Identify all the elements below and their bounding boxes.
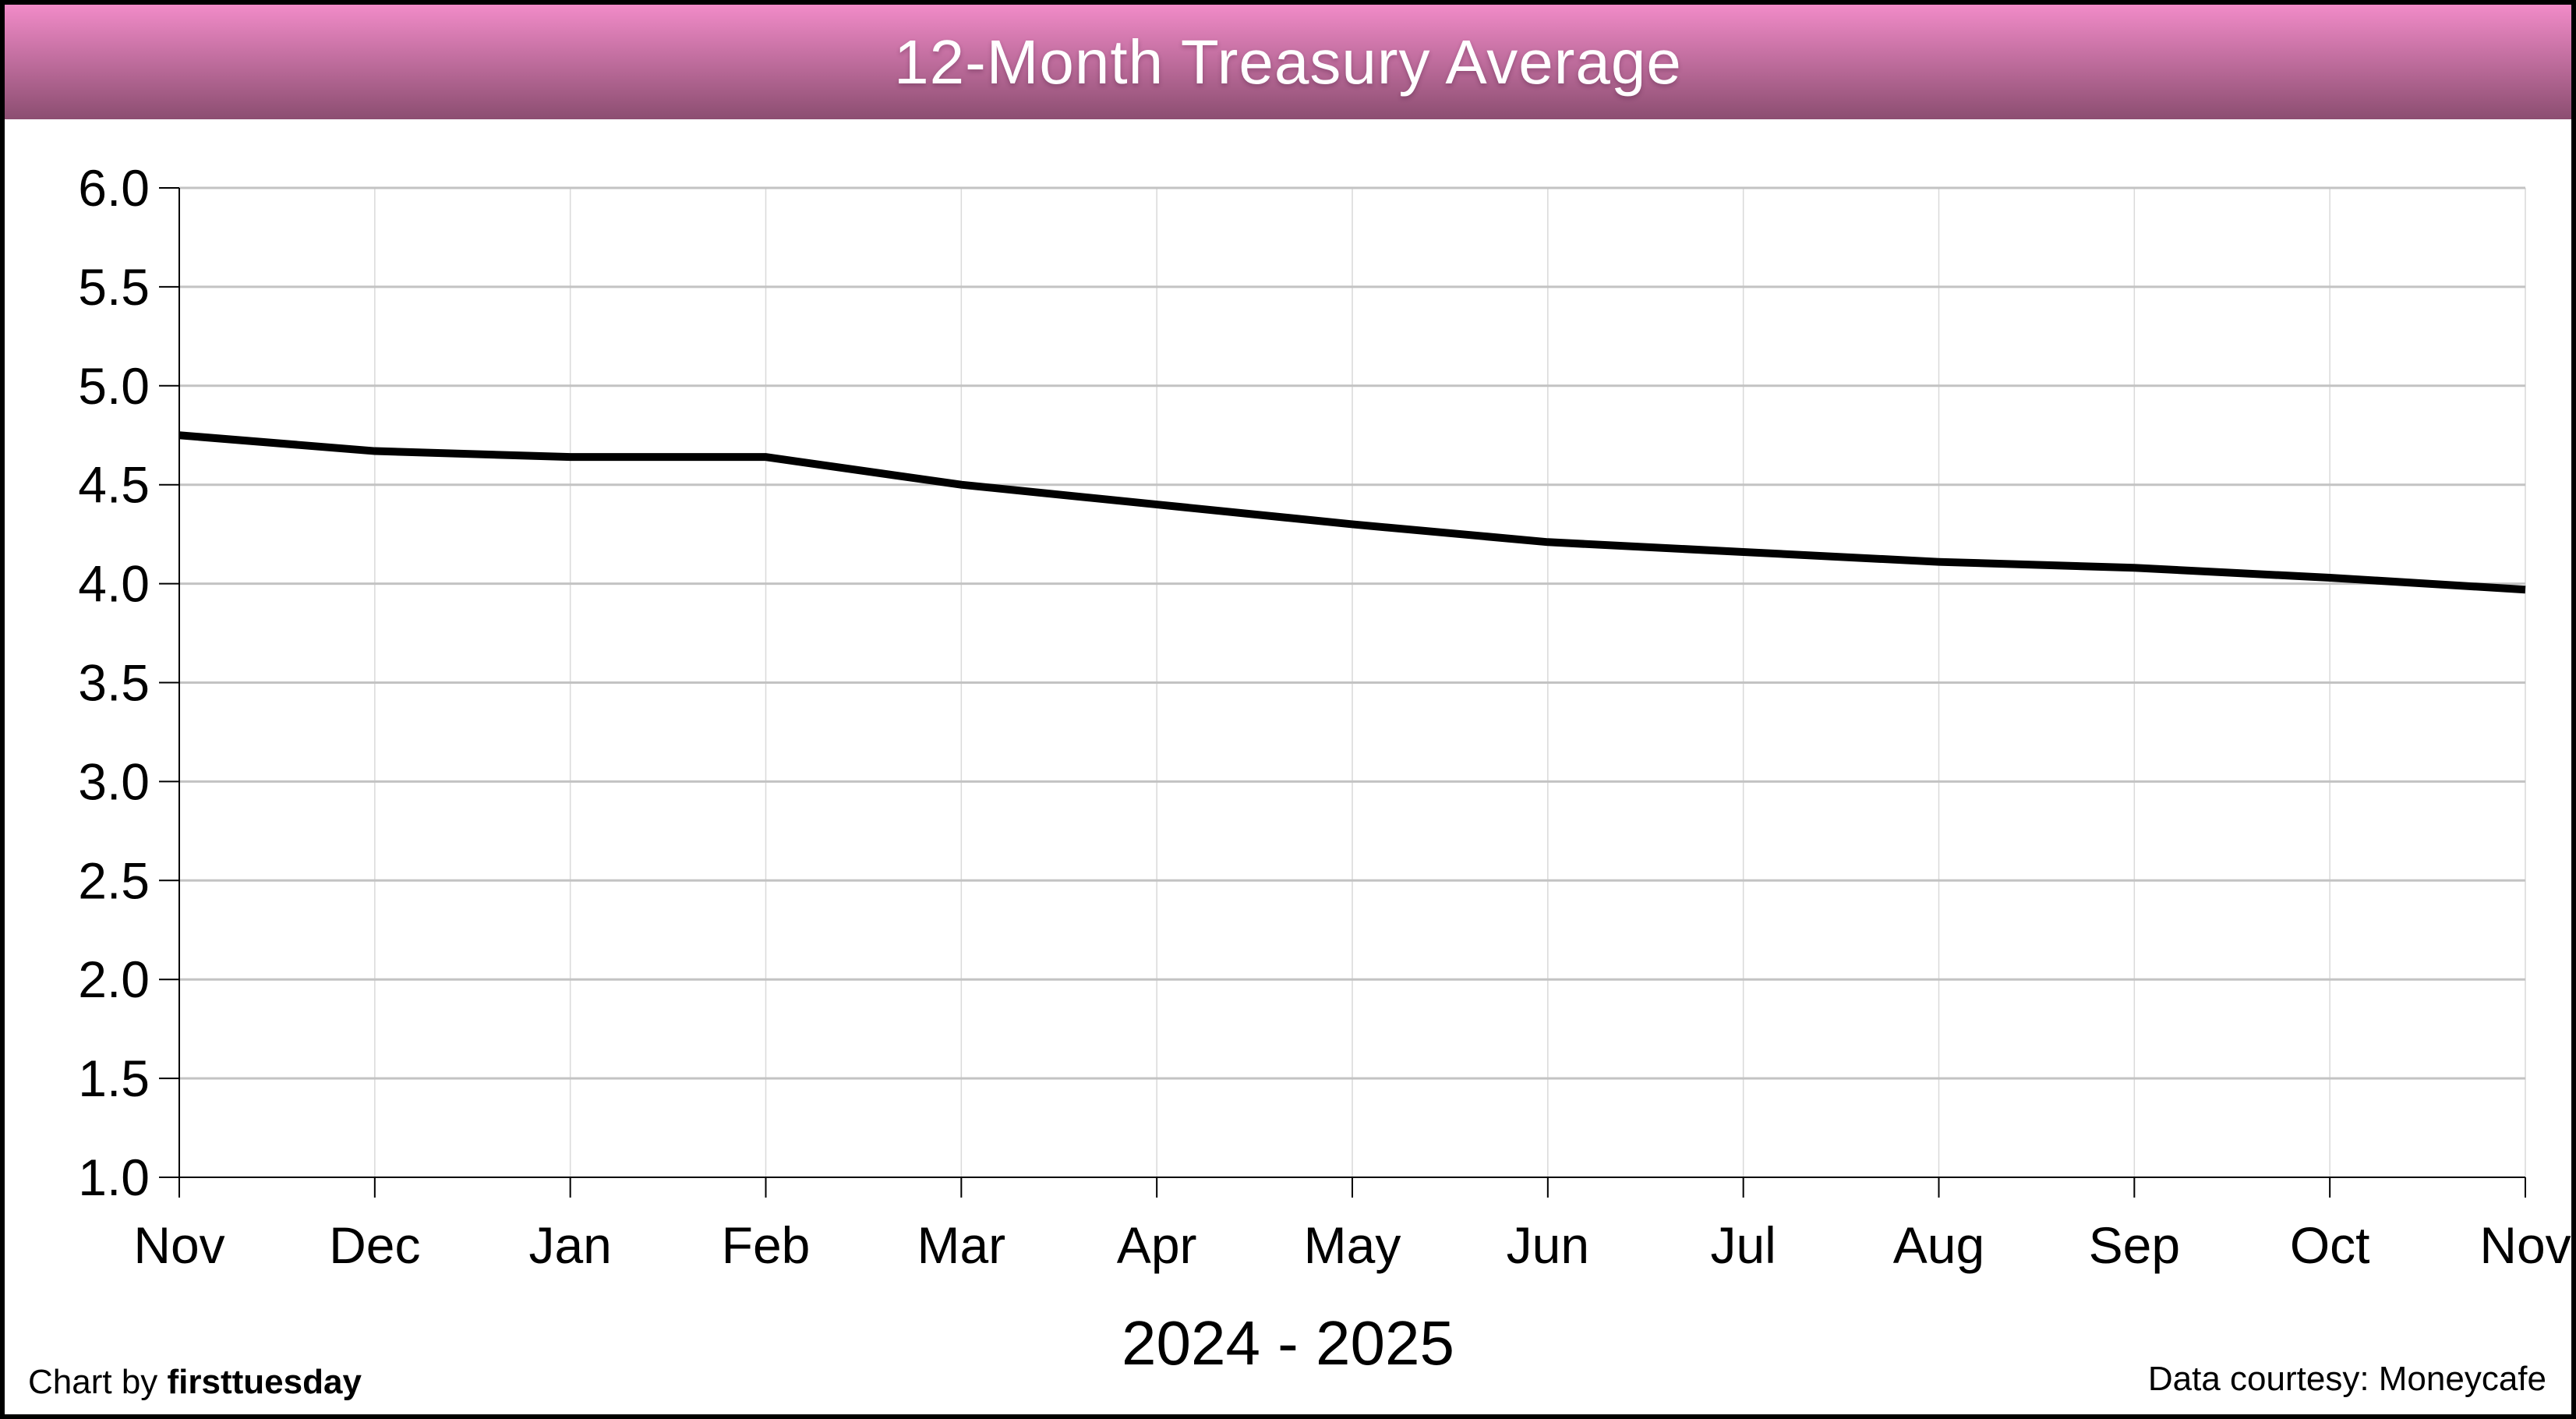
- credit-brand: firsttuesday: [167, 1363, 362, 1401]
- x-tick-label: Jul: [1710, 1216, 1776, 1274]
- x-tick-label: Mar: [917, 1216, 1005, 1274]
- y-tick-label: 5.5: [78, 258, 150, 316]
- x-tick-label: Aug: [1893, 1216, 1984, 1274]
- credit-line: Chart by firsttuesday: [28, 1363, 362, 1402]
- y-tick-label: 6.0: [78, 159, 150, 217]
- x-tick-label: Nov: [2479, 1216, 2571, 1274]
- x-tick-label: Apr: [1117, 1216, 1197, 1274]
- credit-prefix: Chart by: [28, 1363, 168, 1401]
- x-tick-label: May: [1304, 1216, 1401, 1274]
- x-tick-label: Feb: [722, 1216, 811, 1274]
- y-tick-label: 1.0: [78, 1148, 150, 1206]
- data-courtesy: Data courtesy: Moneycafe: [2147, 1360, 2546, 1398]
- x-tick-label: Jun: [1507, 1216, 1589, 1274]
- x-tick-label: Nov: [133, 1216, 224, 1274]
- x-tick-label: Oct: [2290, 1216, 2370, 1274]
- chart-title-bar: 12-Month Treasury Average: [5, 5, 2571, 119]
- y-tick-label: 4.0: [78, 555, 150, 613]
- series-line: [178, 431, 2526, 594]
- y-tick-label: 3.0: [78, 752, 150, 810]
- y-tick-label: 1.5: [78, 1049, 150, 1107]
- x-axis-title: 2024 - 2025: [1122, 1308, 1454, 1378]
- y-tick-label: 3.5: [78, 654, 150, 712]
- y-tick-label: 2.0: [78, 950, 150, 1008]
- y-tick-label: 2.5: [78, 851, 150, 909]
- y-tick-label: 5.0: [78, 357, 150, 415]
- chart-title: 12-Month Treasury Average: [894, 27, 1682, 97]
- x-tick-label: Dec: [329, 1216, 420, 1274]
- x-tick-label: Sep: [2089, 1216, 2180, 1274]
- chart-canvas: 6.0 5.5 5.0 4.5 4.0 3.5 3.0 2.5 2.0 1.5 1.0 Nov Dec J…: [78, 159, 2571, 1378]
- y-tick-label: 4.5: [78, 456, 150, 514]
- x-tick-label: Jan: [528, 1216, 611, 1274]
